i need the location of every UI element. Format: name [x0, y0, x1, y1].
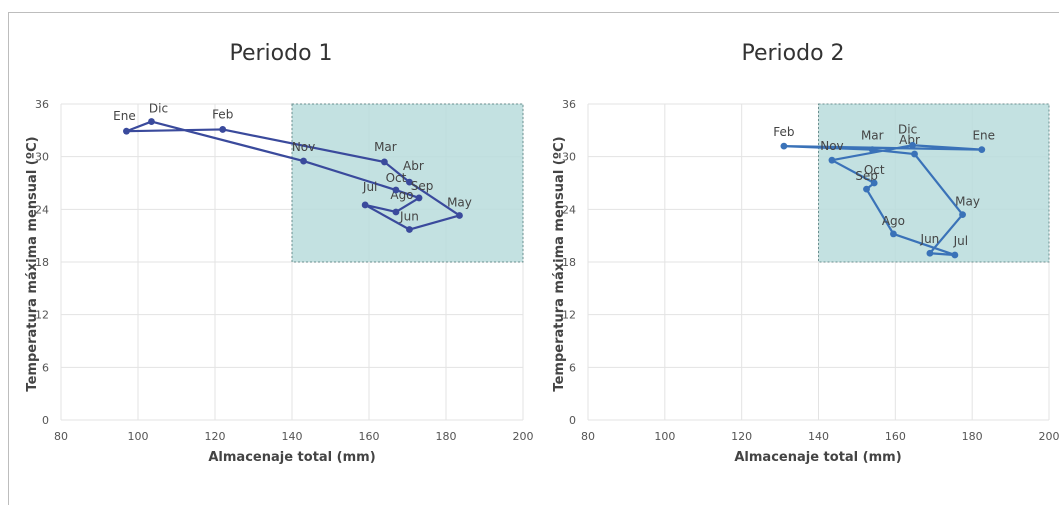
- data-point-feb: [219, 126, 227, 133]
- data-point-abr: [911, 150, 918, 158]
- data-label-ene: Ene: [972, 129, 995, 143]
- data-label-dic: Dic: [149, 102, 168, 116]
- highlight-region: [818, 103, 1050, 263]
- data-label-jun: Jun: [920, 232, 940, 246]
- y-tick-label: 18: [35, 256, 49, 269]
- data-point-oct: [392, 186, 400, 194]
- data-point-dic: [909, 141, 917, 149]
- data-point-jun: [926, 249, 934, 257]
- data-label-abr: Abr: [403, 159, 424, 173]
- data-label-ago: Ago: [882, 214, 905, 228]
- data-point-ago: [890, 230, 897, 238]
- data-label-ene: Ene: [113, 109, 136, 123]
- x-tick-label: 200: [513, 430, 534, 443]
- data-label-feb: Feb: [773, 125, 794, 139]
- figure-frame: [8, 12, 1059, 505]
- x-tick-label: 180: [436, 430, 457, 443]
- data-label-sep: Sep: [855, 169, 878, 183]
- y-axis-label: Temperatura máxima mensual (ºC): [25, 136, 40, 391]
- data-point-sep: [863, 185, 870, 193]
- data-point-nov: [300, 157, 307, 165]
- data-label-sep: Sep: [411, 179, 434, 193]
- data-point-oct: [870, 179, 878, 187]
- data-label-may: May: [447, 195, 472, 209]
- data-label-jun: Jun: [399, 210, 419, 224]
- data-label-dic: Dic: [898, 122, 917, 136]
- y-tick-label: 0: [42, 414, 49, 427]
- x-tick-label: 160: [359, 430, 380, 443]
- data-point-may: [456, 212, 463, 219]
- data-point-may: [959, 211, 966, 219]
- y-axis-label: Temperatura máxima mensual (ºC): [552, 136, 567, 391]
- y-tick-label: 0: [569, 414, 576, 427]
- x-tick-label: 100: [128, 430, 149, 443]
- data-label-jul: Jul: [953, 234, 968, 248]
- y-tick-label: 24: [562, 203, 576, 216]
- x-tick-label: 140: [808, 430, 829, 443]
- x-axis-label: Almacenaje total (mm): [208, 450, 375, 465]
- x-tick-label: 120: [205, 430, 226, 443]
- data-label-mar: Mar: [861, 129, 884, 143]
- data-point-feb: [780, 142, 788, 150]
- y-tick-label: 12: [562, 309, 576, 322]
- data-point-jul: [361, 201, 369, 209]
- x-tick-label: 80: [54, 430, 68, 443]
- x-tick-label: 100: [654, 430, 675, 443]
- data-label-mar: Mar: [374, 140, 397, 154]
- chart-title: Periodo 2: [741, 41, 844, 66]
- data-point-jun: [406, 226, 413, 233]
- x-tick-label: 120: [731, 430, 752, 443]
- y-tick-label: 6: [42, 361, 49, 374]
- x-tick-label: 160: [885, 430, 906, 443]
- y-tick-label: 30: [35, 151, 49, 164]
- data-label-oct: Oct: [864, 163, 885, 177]
- chart-panel-periodo-2: Periodo 2 Almacenaje total (mm) Temperat…: [552, 41, 1059, 465]
- x-tick-label: 180: [962, 430, 983, 443]
- data-point-ago: [392, 208, 400, 216]
- y-tick-label: 18: [562, 256, 576, 269]
- chart-title: Periodo 1: [229, 41, 332, 66]
- data-point-ene: [978, 146, 986, 154]
- data-point-dic: [148, 118, 155, 125]
- data-point-ene: [123, 127, 130, 135]
- data-point-abr: [406, 178, 413, 186]
- x-tick-label: 80: [581, 430, 595, 443]
- y-tick-label: 30: [562, 151, 576, 164]
- data-label-may: May: [955, 195, 980, 209]
- y-tick-label: 12: [35, 309, 49, 322]
- y-tick-label: 6: [569, 361, 576, 374]
- chart-panel-periodo-1: Periodo 1 Almacenaje total (mm) Temperat…: [25, 41, 534, 465]
- data-label-nov: Nov: [820, 139, 843, 153]
- data-label-nov: Nov: [292, 140, 315, 154]
- data-point-mar: [381, 158, 388, 166]
- x-tick-label: 200: [1039, 430, 1059, 443]
- y-tick-label: 36: [562, 98, 576, 111]
- y-tick-label: 24: [35, 203, 49, 216]
- data-label-jul: Jul: [362, 180, 377, 194]
- data-point-mar: [868, 146, 876, 154]
- data-point-jul: [951, 251, 959, 259]
- x-axis-label: Almacenaje total (mm): [734, 450, 901, 465]
- data-point-nov: [828, 156, 836, 164]
- data-label-oct: Oct: [386, 171, 407, 185]
- x-tick-label: 140: [282, 430, 303, 443]
- y-tick-label: 36: [35, 98, 49, 111]
- data-label-feb: Feb: [212, 107, 233, 121]
- data-point-sep: [415, 194, 423, 202]
